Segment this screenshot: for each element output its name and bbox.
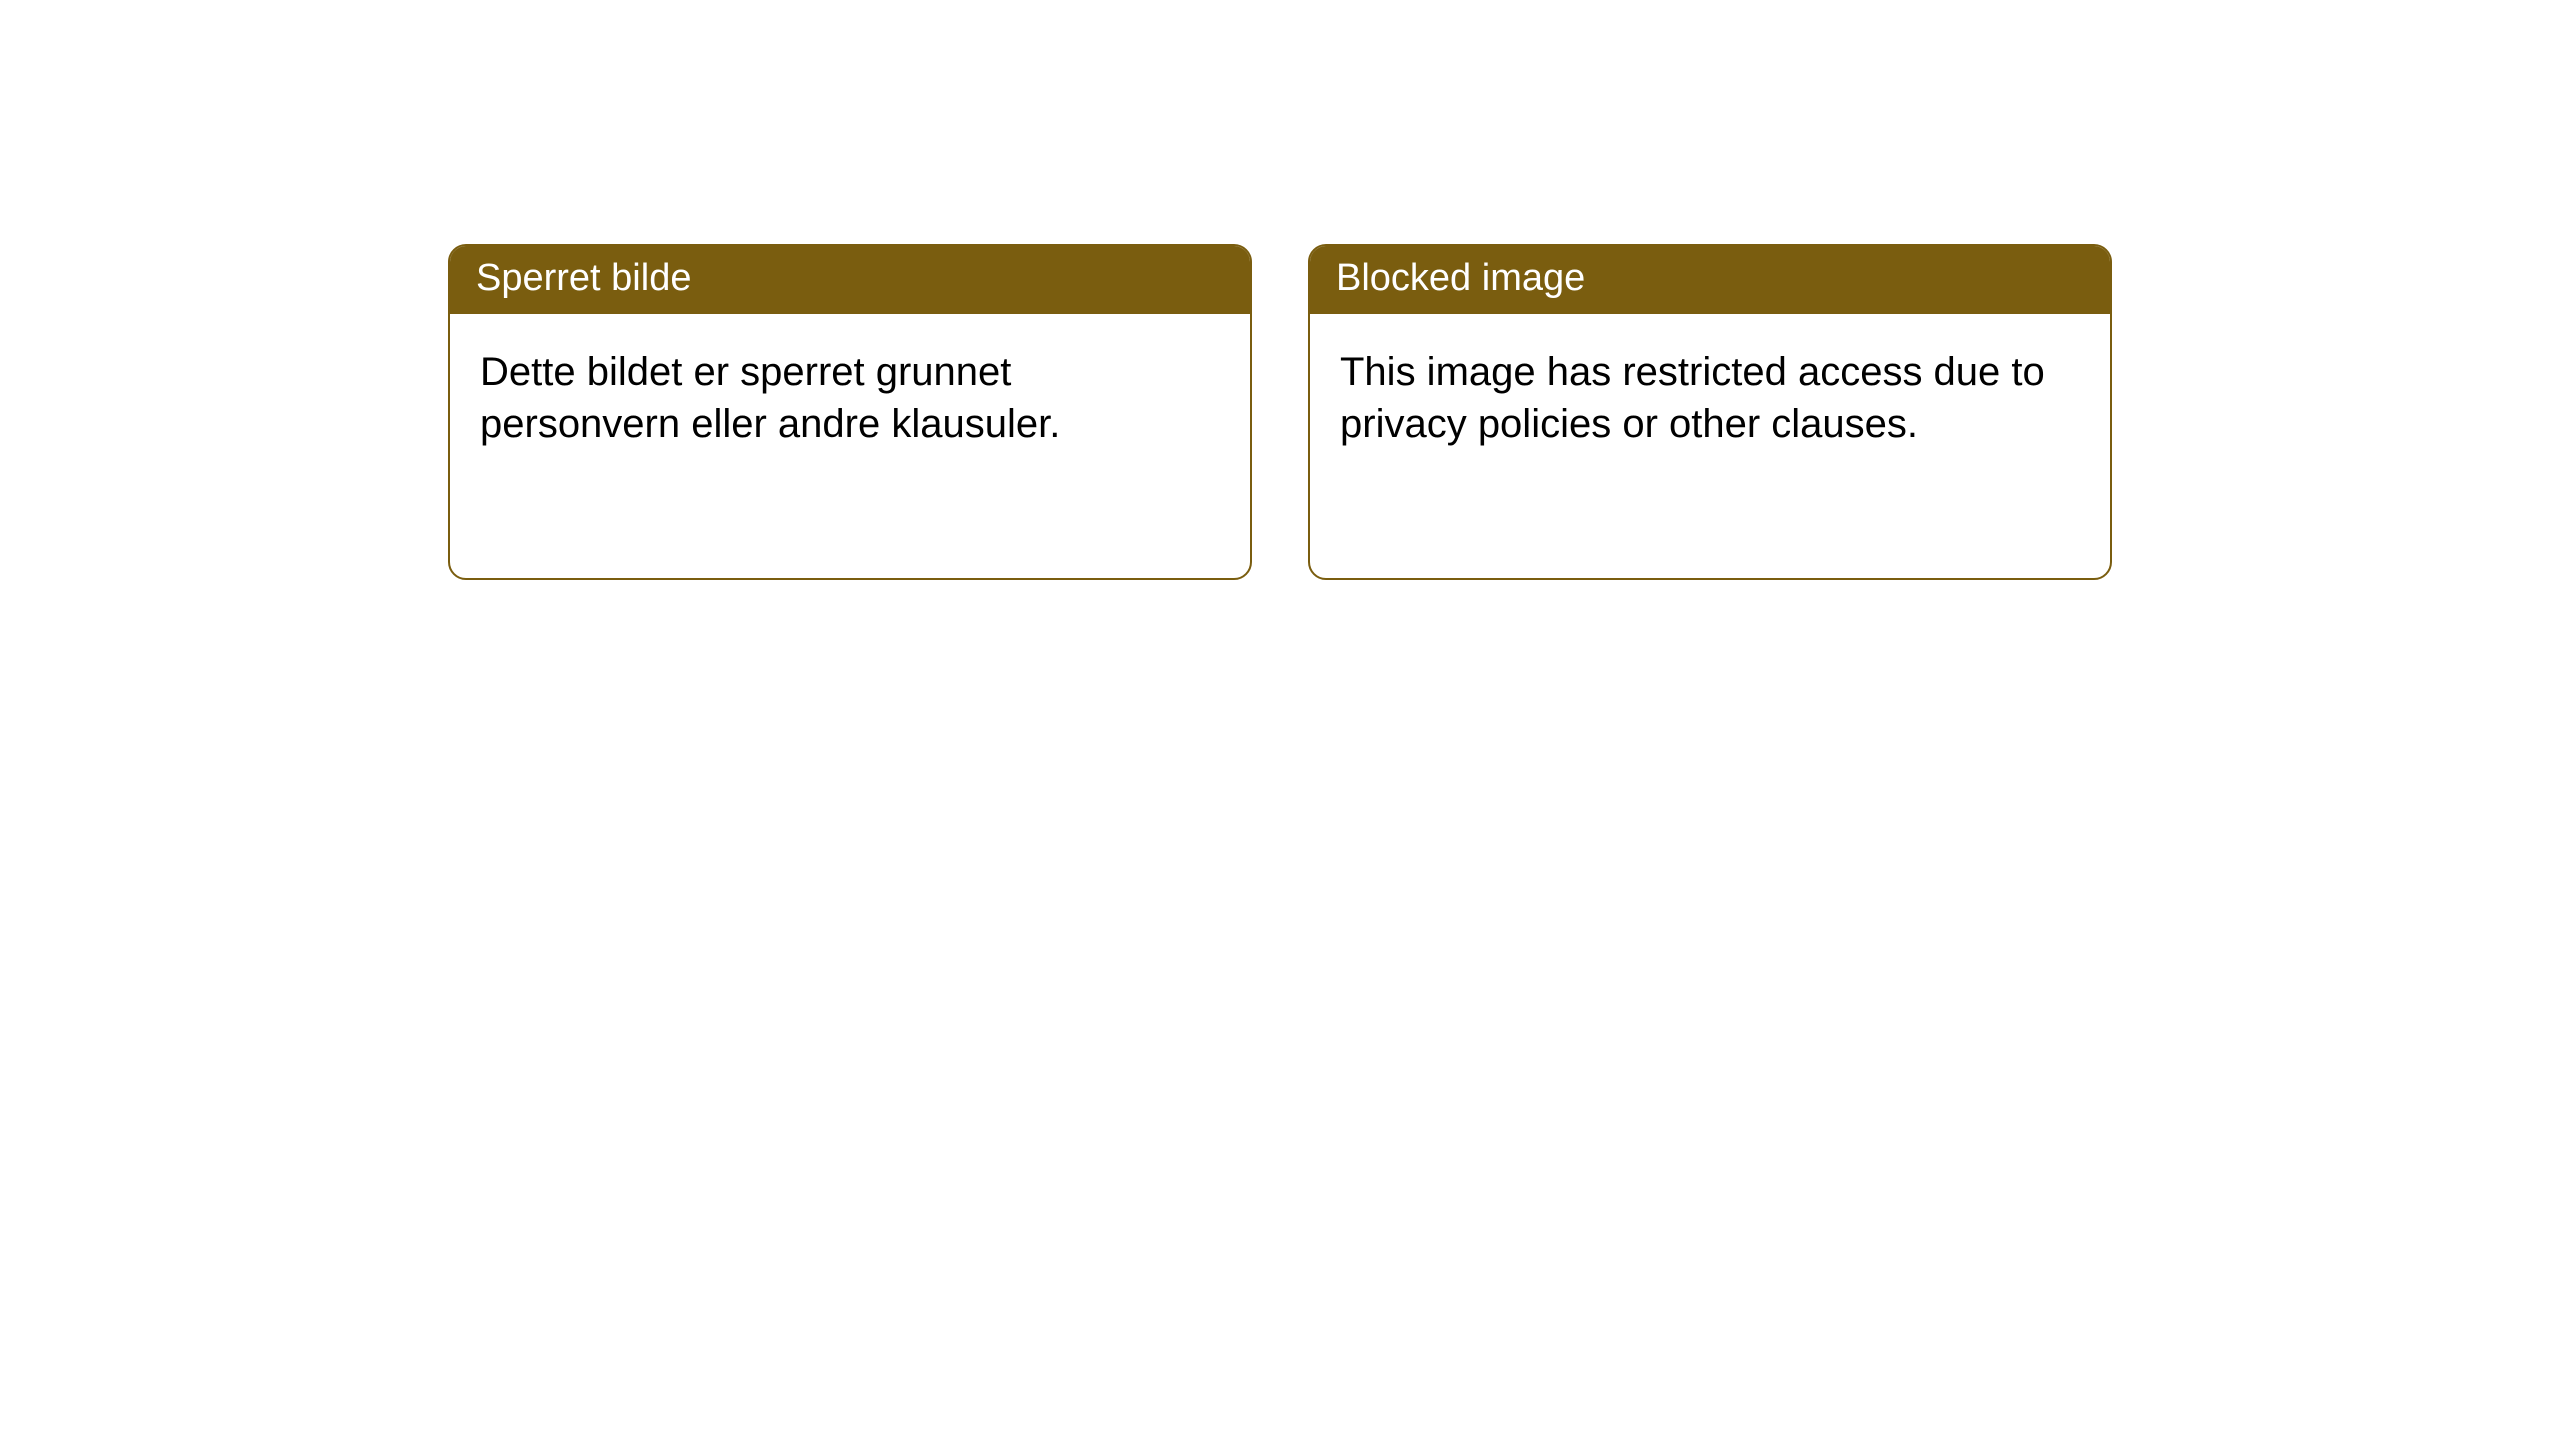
notice-card-body: Dette bildet er sperret grunnet personve…	[450, 314, 1250, 484]
notice-container: Sperret bilde Dette bildet er sperret gr…	[0, 0, 2560, 580]
notice-card-norwegian: Sperret bilde Dette bildet er sperret gr…	[448, 244, 1252, 580]
notice-card-english: Blocked image This image has restricted …	[1308, 244, 2112, 580]
notice-card-title: Sperret bilde	[450, 246, 1250, 314]
notice-card-body: This image has restricted access due to …	[1310, 314, 2110, 484]
notice-card-title: Blocked image	[1310, 246, 2110, 314]
